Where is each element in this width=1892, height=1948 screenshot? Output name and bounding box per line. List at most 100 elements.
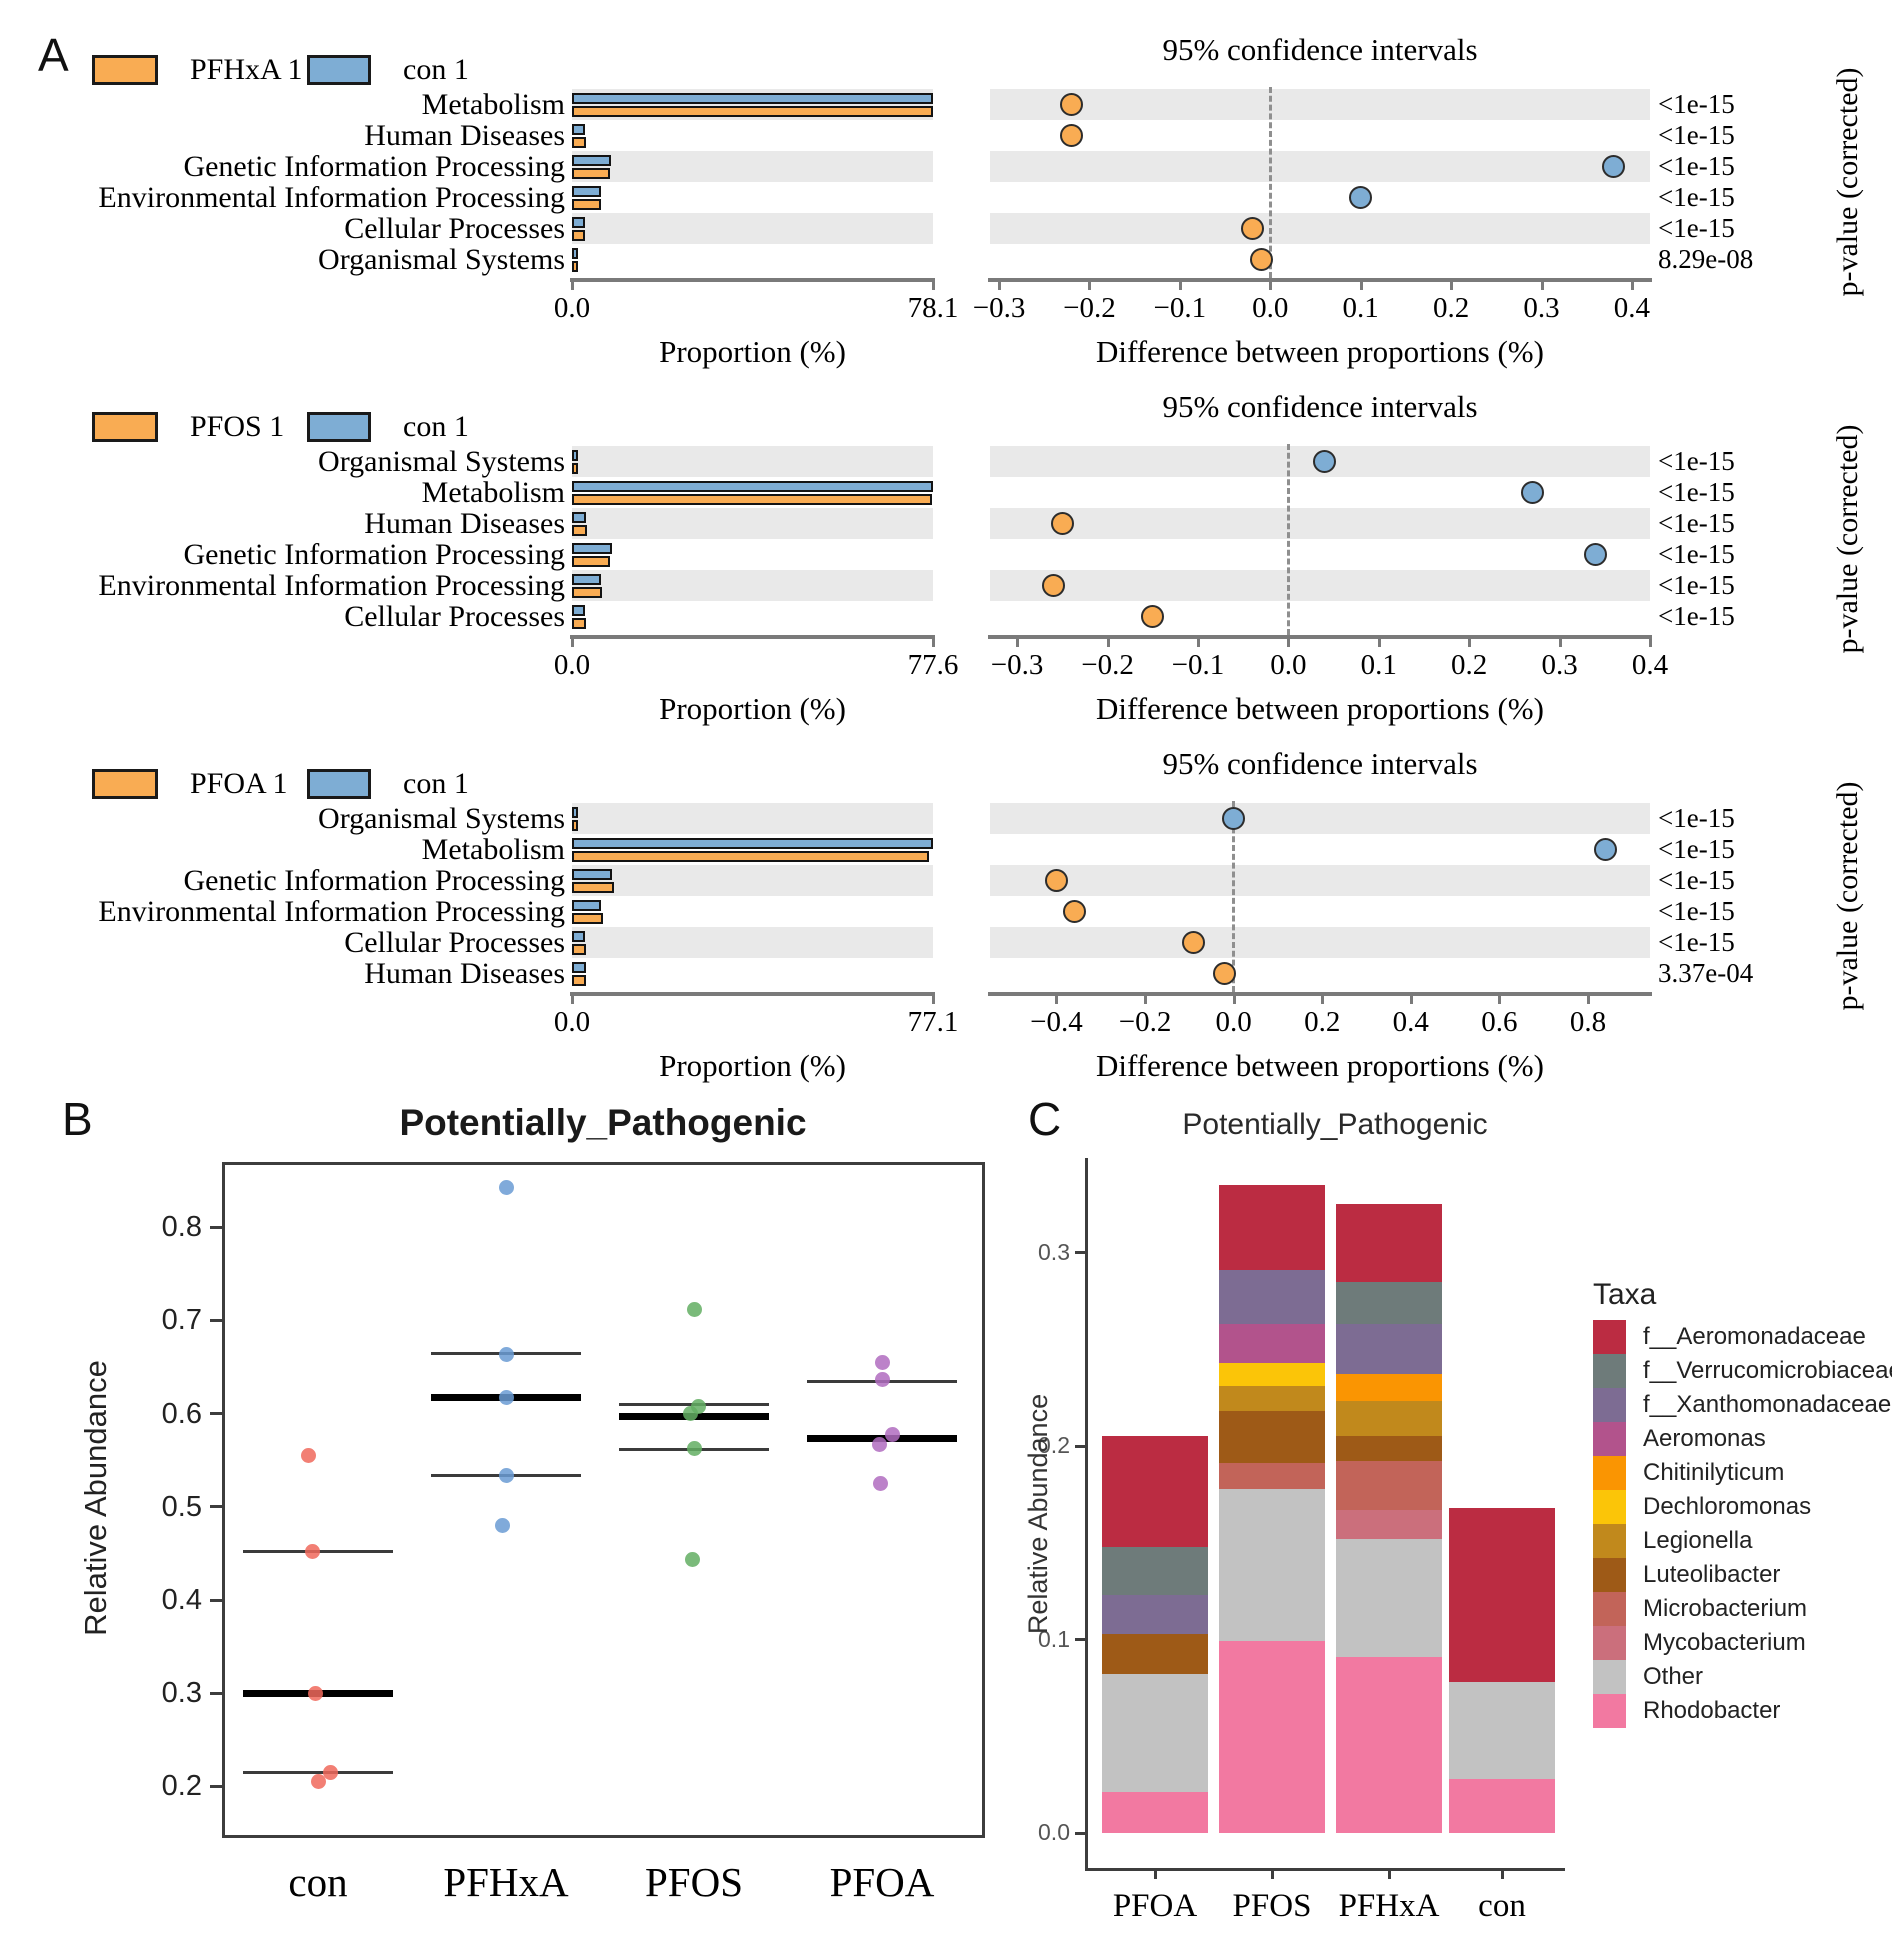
proportion-bar-control <box>572 186 602 197</box>
diff-axis-tick <box>1321 996 1325 1004</box>
y-tick-label: 0.5 <box>161 1490 202 1523</box>
ci-dot <box>1041 574 1065 597</box>
legend-treatment-swatch <box>92 412 158 442</box>
legend-swatch-Mycobacterium <box>1593 1626 1626 1660</box>
prop-axis-tick <box>932 282 935 290</box>
data-point-PFOA <box>874 1354 890 1370</box>
y-tick-label: 0.3 <box>1038 1238 1070 1265</box>
legend-swatch-f__Aeromonadaceae <box>1593 1320 1626 1354</box>
diff-tick-label: −0.2 <box>1081 649 1134 681</box>
y-tick-label: 0.0 <box>1038 1819 1070 1845</box>
bar-segment-Luteolibacter <box>1219 1411 1325 1464</box>
ci-dot <box>1222 807 1246 830</box>
bar-segment-Other <box>1219 1488 1325 1642</box>
diff-tick-label: 0.2 <box>1451 649 1488 681</box>
x-axis-tick <box>1500 1871 1504 1879</box>
prop-axis-line <box>570 278 935 282</box>
legend-swatch-Other <box>1593 1660 1626 1694</box>
diff-axis-tick <box>1586 996 1590 1004</box>
ci-dot <box>1044 869 1068 892</box>
y-axis-tick <box>210 1691 222 1695</box>
zero-dashed-line <box>1268 87 1272 278</box>
diff-tick-label: 0.2 <box>1432 292 1470 324</box>
p-value: <1e-15 <box>1658 477 1735 507</box>
diff-tick-label: 0.4 <box>1392 1006 1429 1038</box>
panel-c-stackedbar: Potentially_Pathogenic 0.0 0.1 0.2 0.3 Relati… <box>1020 1080 1892 1948</box>
data-point-PFHxA <box>498 1467 514 1483</box>
y-tick-label: 0.3 <box>161 1677 202 1710</box>
bar-segment-f__Aeromonadaceae <box>1219 1184 1325 1270</box>
ci-dot <box>1313 450 1337 473</box>
prop-tick-label: 77.6 <box>907 649 959 681</box>
proportion-bar-control <box>572 900 602 911</box>
row-band <box>990 89 1650 120</box>
diff-tick-label: 0.0 <box>1252 292 1289 324</box>
prop-axis-tick <box>932 639 935 647</box>
legend-swatch-Aeromonas <box>1593 1422 1626 1456</box>
p-value: <1e-15 <box>1658 927 1735 957</box>
prop-xlabel: Proportion (%) <box>659 691 846 726</box>
p-value: <1e-15 <box>1658 120 1735 150</box>
legend-swatch-Microbacterium <box>1593 1592 1626 1626</box>
p-value: <1e-15 <box>1658 213 1735 243</box>
proportion-bar-control <box>572 838 933 849</box>
category-label: Environmental Information Processing <box>98 569 565 602</box>
row-band <box>990 213 1650 244</box>
prop-tick-label: 0.0 <box>553 292 591 324</box>
y-axis-tick <box>1075 1251 1085 1254</box>
row-band <box>990 865 1650 896</box>
x-category-label: PFHxA <box>1338 1888 1440 1924</box>
proportion-bar-treatment <box>572 494 932 505</box>
diff-axis-tick <box>1269 282 1273 290</box>
diff-axis-tick <box>1498 996 1502 1004</box>
ci-dot <box>1062 900 1086 923</box>
legend-label-Rhodobacter: Rhodobacter <box>1643 1697 1781 1724</box>
bar-segment-f__Xanthomonadaceae <box>1336 1324 1442 1375</box>
diff-axis-tick <box>998 282 1002 290</box>
proportion-bar-control <box>572 481 933 492</box>
y-axis-tick <box>210 1318 222 1322</box>
diff-axis-tick <box>1178 282 1182 290</box>
diff-axis-tick <box>1287 639 1291 647</box>
diff-axis-line <box>988 635 1652 639</box>
proportion-bar-treatment <box>572 137 587 148</box>
diff-axis-tick <box>1450 282 1454 290</box>
proportion-bar-treatment <box>572 106 933 117</box>
data-point-PFOS <box>682 1406 698 1422</box>
diff-tick-label: 0.6 <box>1481 1006 1518 1038</box>
legend-label-Chitinilyticum: Chitinilyticum <box>1643 1459 1785 1486</box>
row-band <box>572 446 933 477</box>
proportion-bar-control <box>572 93 933 104</box>
x-category-label: con <box>1478 1888 1526 1924</box>
ci-dot <box>1141 605 1165 628</box>
proportion-bar-treatment <box>572 261 578 272</box>
legend-control-label: con 1 <box>403 410 469 443</box>
legend-swatch-Chitinilyticum <box>1593 1456 1626 1490</box>
proportion-bar-treatment <box>572 944 586 955</box>
row-band <box>572 803 933 834</box>
diff-tick-label: −0.2 <box>1118 1006 1172 1038</box>
bar-segment-Other <box>1102 1674 1208 1793</box>
ci-dot <box>1594 838 1618 861</box>
category-label: Environmental Information Processing <box>98 181 565 214</box>
diff-tick-label: 0.3 <box>1541 649 1578 681</box>
proportion-bar-treatment <box>572 230 586 241</box>
pvalue-axis-label: p-value (corrected) <box>1831 67 1864 297</box>
ci-dot <box>1349 186 1373 209</box>
legend-treatment-label: PFOS 1 <box>190 410 285 443</box>
data-point-PFOS <box>684 1552 700 1568</box>
p-value: <1e-15 <box>1658 539 1735 569</box>
category-label: Cellular Processes <box>344 926 565 959</box>
ci-dot <box>1520 481 1544 504</box>
diff-axis-tick <box>1468 639 1472 647</box>
category-label: Human Diseases <box>364 957 565 990</box>
p-value: <1e-15 <box>1658 446 1735 476</box>
p-value: <1e-15 <box>1658 834 1735 864</box>
legend-label-Dechloromonas: Dechloromonas <box>1643 1493 1812 1520</box>
prop-xlabel: Proportion (%) <box>659 1048 846 1083</box>
diff-tick-label: 0.8 <box>1569 1006 1607 1038</box>
prop-axis-tick <box>932 996 935 1004</box>
ci-dot <box>1249 248 1273 271</box>
bar-segment-Aeromonas <box>1219 1324 1325 1363</box>
legend-label-Microbacterium: Microbacterium <box>1643 1595 1808 1622</box>
